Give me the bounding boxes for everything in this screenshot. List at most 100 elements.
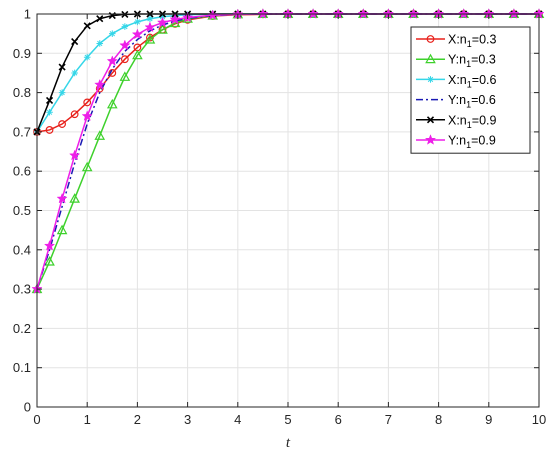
legend-entry: X:n1=0.9 xyxy=(416,113,497,130)
y-tick-label: 0 xyxy=(24,400,31,415)
data-point-x xyxy=(71,37,79,46)
data-point-asterisk xyxy=(134,18,141,26)
x-tick-label: 2 xyxy=(134,412,141,427)
legend-label-value: =0.3 xyxy=(472,33,497,47)
data-point-asterisk xyxy=(121,23,129,30)
x-tick-label: 8 xyxy=(435,412,442,427)
data-point-asterisk xyxy=(427,76,434,83)
data-point-star xyxy=(169,13,181,25)
legend-entry: Y:n1=0.6 xyxy=(416,93,496,110)
x-tick-label: 10 xyxy=(532,412,546,427)
legend-label: X:n1=0.9 xyxy=(448,113,497,130)
legend-label-value: =0.9 xyxy=(472,113,497,127)
legend-entry: X:n1=0.3 xyxy=(416,33,497,49)
data-point-x xyxy=(83,22,91,30)
x-tick-label: 4 xyxy=(234,412,241,427)
data-point-triangle xyxy=(157,24,168,34)
legend-label-main: X:n xyxy=(448,113,467,127)
legend-label-value: =0.9 xyxy=(471,134,496,148)
data-point-star xyxy=(43,239,56,251)
data-point-asterisk xyxy=(96,40,104,47)
legend-label: X:n1=0.6 xyxy=(448,73,497,90)
legend: X:n1=0.3Y:n1=0.3X:n1=0.6Y:n1=0.6X:n1=0.9… xyxy=(410,26,531,154)
legend-label-subscript: 1 xyxy=(466,100,471,110)
y-tick-label: 0.4 xyxy=(13,242,31,257)
series-line xyxy=(36,13,539,290)
y-tick-label: 0.9 xyxy=(13,46,31,61)
y-tick-label: 0.8 xyxy=(13,85,31,100)
y-tick-label: 0.5 xyxy=(13,203,31,218)
legend-label-subscript: 1 xyxy=(467,120,472,130)
data-point-triangle xyxy=(425,53,436,64)
y-tick-label: 0.3 xyxy=(13,282,31,297)
legend-label: Y:n1=0.9 xyxy=(448,134,496,151)
data-point-circle xyxy=(70,110,79,119)
data-point-star xyxy=(144,21,156,33)
y-tick-label: 1 xyxy=(24,7,31,22)
legend-label-main: Y:n xyxy=(448,93,466,107)
data-point-x xyxy=(96,15,104,23)
data-point-star xyxy=(56,192,68,204)
data-point-triangle xyxy=(106,98,118,109)
axis-ticks: 0 1 2 3 4 5 6 7 8 9 10 0 0.1 0.2 0.3 0.4 0.5 0.6 0.7 0.8 0.9… xyxy=(13,7,546,428)
data-point-star xyxy=(131,28,144,40)
legend-label: Y:n1=0.6 xyxy=(448,93,496,110)
legend-label: Y:n1=0.3 xyxy=(448,53,496,69)
x-tick-label: 3 xyxy=(184,412,191,427)
series-4 xyxy=(36,13,539,290)
data-point-star xyxy=(81,110,93,121)
data-point-asterisk xyxy=(46,108,53,116)
y-tick-label: 0.7 xyxy=(13,124,31,139)
data-point-star xyxy=(119,39,131,51)
x-tick-label: 0 xyxy=(33,412,40,427)
legend-label-main: Y:n xyxy=(448,53,466,67)
data-point-star xyxy=(94,78,106,90)
data-point-triangle xyxy=(81,161,93,172)
data-point-circle xyxy=(58,120,66,128)
x-tick-label: 6 xyxy=(335,412,342,427)
legend-label-value: =0.3 xyxy=(471,53,496,67)
data-point-star xyxy=(156,16,169,28)
legend-entry: X:n1=0.6 xyxy=(416,73,497,90)
data-point-circle xyxy=(45,126,54,134)
data-point-triangle xyxy=(44,256,55,266)
data-point-circle xyxy=(108,69,117,77)
data-point-star xyxy=(106,55,118,66)
y-tick-label: 0.6 xyxy=(13,164,31,179)
data-point-triangle xyxy=(94,130,106,140)
x-tick-label: 1 xyxy=(84,412,91,427)
data-point-x xyxy=(426,116,435,124)
legend-label-main: Y:n xyxy=(448,134,466,148)
legend-label-subscript: 1 xyxy=(466,59,471,69)
legend-label-subscript: 1 xyxy=(467,79,472,89)
data-point-triangle xyxy=(69,193,80,203)
data-point-asterisk xyxy=(146,15,154,23)
x-tick-label: 9 xyxy=(485,412,492,427)
legend-entry: Y:n1=0.3 xyxy=(416,53,496,69)
data-point-circle xyxy=(120,55,129,64)
x-tick-label: 7 xyxy=(385,412,392,427)
data-point-triangle xyxy=(119,71,131,81)
y-tick-label: 0.1 xyxy=(13,360,31,375)
data-point-x xyxy=(45,96,54,105)
legend-box xyxy=(410,26,531,154)
data-point-asterisk xyxy=(83,53,91,61)
legend-label-main: X:n xyxy=(448,33,467,47)
x-tick-label: 5 xyxy=(284,412,291,427)
data-point-asterisk xyxy=(58,89,66,96)
data-point-circle xyxy=(426,35,435,43)
x-axis-label: t xyxy=(286,435,291,451)
legend-label-subscript: 1 xyxy=(466,140,471,150)
legend-label-subscript: 1 xyxy=(467,39,472,49)
legend-label-value: =0.6 xyxy=(471,93,496,107)
data-point-asterisk xyxy=(109,30,116,37)
data-point-triangle xyxy=(56,224,68,235)
legend-label-main: X:n xyxy=(448,73,467,87)
data-point-x xyxy=(58,63,66,71)
data-point-circle xyxy=(83,98,92,107)
data-point-star xyxy=(69,149,81,161)
data-point-asterisk xyxy=(71,69,78,77)
data-point-triangle xyxy=(132,49,143,60)
y-tick-label: 0.2 xyxy=(13,321,31,336)
